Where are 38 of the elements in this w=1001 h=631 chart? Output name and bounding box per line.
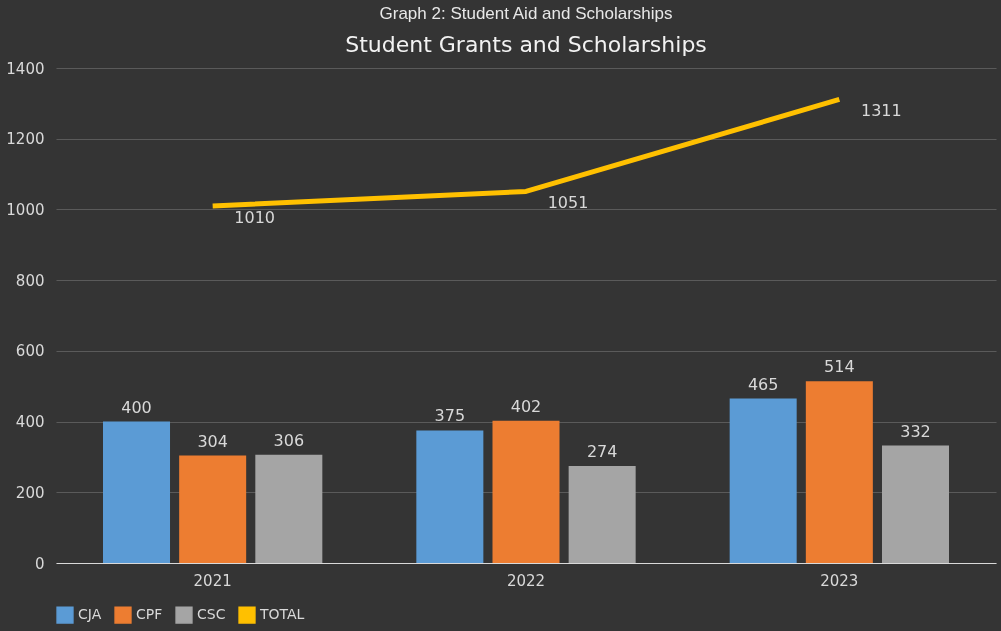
y-tick-label: 1000 [6, 200, 45, 219]
data-label: 402 [510, 396, 542, 416]
data-label: 306 [273, 430, 305, 450]
y-tick-label: 1400 [6, 59, 45, 78]
y-tick-label: 400 [15, 413, 45, 432]
data-label: 332 [900, 421, 931, 441]
y-tick-label: 600 [15, 342, 45, 361]
bar [103, 421, 171, 563]
chart-title: Graph 2: Student Aid and Scholarships [379, 4, 673, 23]
x-tick-label: 2021 [193, 571, 232, 590]
legend-label: CPF [136, 606, 163, 623]
bar [255, 454, 323, 563]
bar [881, 445, 949, 563]
bar [568, 466, 636, 563]
bar [492, 420, 560, 563]
data-label: 304 [197, 431, 228, 451]
y-tick-label: 1200 [6, 130, 45, 149]
data-label: 400 [121, 397, 152, 417]
data-label: 274 [586, 442, 618, 462]
data-label: 1311 [860, 101, 902, 121]
data-label: 1051 [547, 193, 589, 213]
y-tick-label: 0 [34, 554, 45, 573]
y-tick-label: 800 [15, 271, 45, 290]
data-label: 514 [824, 357, 855, 377]
legend-label: TOTAL [259, 606, 305, 623]
bar [729, 398, 797, 563]
y-tick-label: 200 [15, 483, 45, 502]
bar [416, 430, 484, 563]
x-tick-label: 2022 [506, 571, 546, 590]
bar [805, 381, 873, 563]
data-label: 465 [747, 374, 779, 394]
x-tick-label: 2023 [820, 571, 859, 590]
legend-label: CJA [78, 606, 102, 623]
data-label: 375 [434, 406, 466, 426]
bar [179, 455, 247, 563]
chart-subtitle: Student Grants and Scholarships [345, 32, 707, 57]
legend-label: CSC [197, 606, 226, 623]
data-label: 1010 [234, 207, 276, 227]
